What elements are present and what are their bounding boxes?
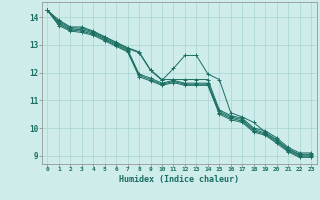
X-axis label: Humidex (Indice chaleur): Humidex (Indice chaleur) (119, 175, 239, 184)
